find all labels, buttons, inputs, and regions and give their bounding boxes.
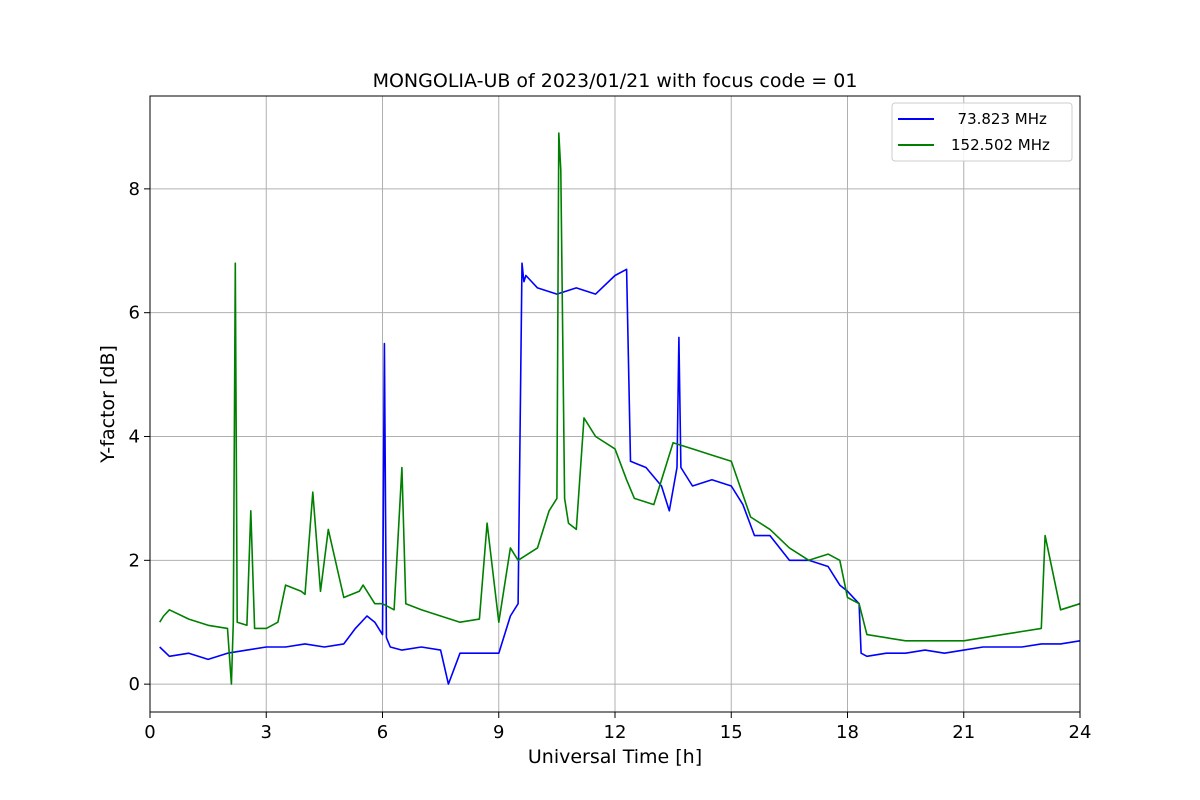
x-tick-label: 18 — [836, 722, 859, 743]
y-tick-label: 6 — [129, 303, 140, 324]
x-tick-label: 9 — [493, 722, 504, 743]
x-tick-label: 21 — [952, 722, 975, 743]
chart-title: MONGOLIA-UB of 2023/01/21 with focus cod… — [373, 70, 858, 92]
legend-label-series-2: 152.502 MHz — [951, 136, 1050, 154]
y-tick-label: 0 — [129, 674, 140, 695]
series-line-1 — [159, 262, 1081, 685]
legend: 73.823 MHz 152.502 MHz — [891, 102, 1073, 162]
x-tick-label: 6 — [377, 722, 388, 743]
x-axis-label: Universal Time [h] — [528, 746, 702, 768]
x-axis-ticks: 0 3 6 9 12 15 18 21 24 — [144, 712, 1091, 743]
series-line-2 — [159, 132, 1081, 685]
x-tick-label: 3 — [261, 722, 272, 743]
legend-label-series-1: 73.823 MHz — [948, 110, 1047, 128]
y-tick-label: 8 — [129, 179, 140, 200]
y-axis-label: Y-factor [dB] — [97, 345, 119, 464]
y-tick-label: 2 — [129, 550, 140, 571]
x-tick-label: 0 — [144, 722, 155, 743]
y-axis-ticks: 0 2 4 6 8 — [129, 179, 150, 695]
x-tick-label: 15 — [720, 722, 743, 743]
series-layer — [159, 132, 1081, 685]
y-tick-label: 4 — [129, 427, 140, 448]
x-tick-label: 24 — [1069, 722, 1092, 743]
x-tick-label: 12 — [604, 722, 627, 743]
legend-box — [891, 102, 1073, 162]
